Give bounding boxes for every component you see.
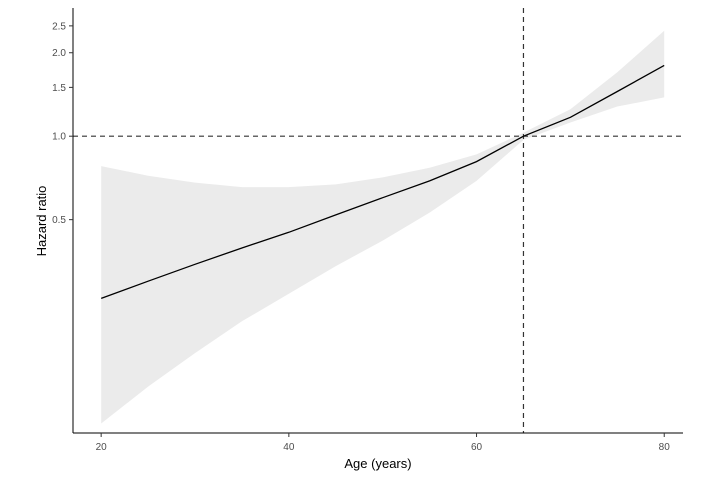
axes-layer: 20 40 60 80 0.5 1.0 1.5 2.0 2.5: [52, 8, 683, 453]
x-tick-label: 60: [471, 442, 483, 453]
confidence-band: [101, 30, 665, 424]
reference-lines-layer: [73, 8, 683, 433]
x-axis-title: Age (years): [344, 456, 411, 471]
y-tick-label: 2.5: [52, 21, 66, 32]
hazard-ratio-curve: [100, 64, 665, 300]
x-tick-label: 80: [659, 442, 671, 453]
y-tick-label: 1.0: [52, 132, 66, 143]
x-tick-label: 40: [283, 442, 295, 453]
y-axis-title: Hazard ratio: [34, 186, 49, 257]
y-tick-label: 0.5: [52, 215, 66, 226]
x-tick-label: 20: [96, 442, 108, 453]
hazard-curve-layer: [100, 64, 665, 300]
confidence-band-layer: [101, 30, 665, 424]
y-tick-label: 2.0: [52, 48, 66, 59]
y-tick-label: 1.5: [52, 83, 66, 94]
